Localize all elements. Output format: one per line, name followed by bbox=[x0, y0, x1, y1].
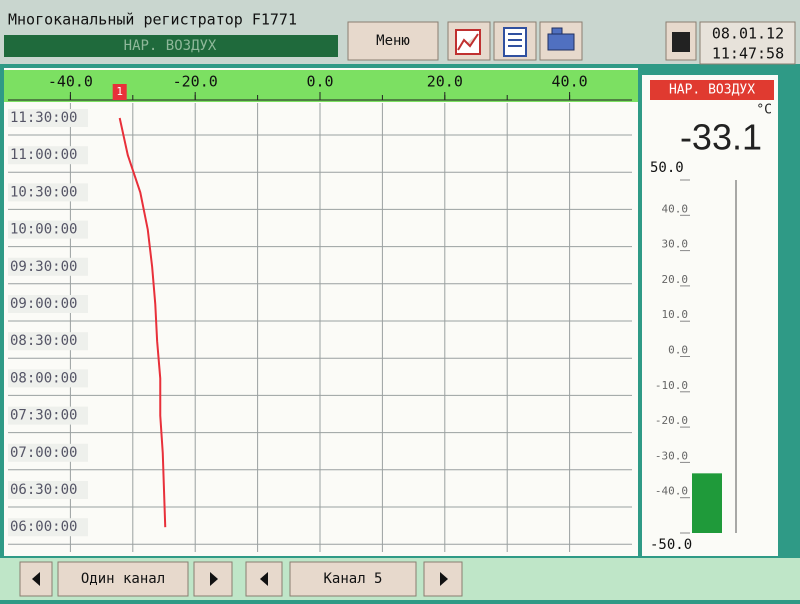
log-icon bbox=[503, 27, 527, 57]
save-icon bbox=[672, 32, 690, 52]
current-value: -33.1 bbox=[680, 117, 762, 158]
arrow-left bbox=[260, 572, 268, 586]
y-tick-label: -50.0 bbox=[650, 537, 692, 553]
y-tick-label: -10.0 bbox=[655, 379, 688, 392]
y-label-bg bbox=[8, 369, 88, 388]
y-label-bg bbox=[8, 481, 88, 499]
y-tick-label: 30.0 bbox=[662, 238, 689, 251]
channel-name: НАР. ВОЗДУХ bbox=[124, 38, 217, 54]
device-icon bbox=[547, 27, 575, 51]
y-tick-label: 06:30:00 bbox=[10, 482, 77, 498]
app-title: Многоканальный регистратор F1771 bbox=[8, 11, 297, 29]
trend-scale-bar bbox=[4, 70, 638, 102]
y-label-bg bbox=[8, 443, 88, 462]
channel-marker bbox=[112, 84, 127, 100]
arrow-left bbox=[32, 572, 40, 586]
date: 08.01.12 bbox=[712, 25, 784, 43]
y-label-bg bbox=[8, 183, 88, 202]
x-tick-label: 0.0 bbox=[306, 73, 333, 91]
y-tick-label: 07:30:00 bbox=[10, 408, 77, 424]
y-label-bg bbox=[8, 220, 88, 239]
menu-button[interactable] bbox=[347, 21, 439, 61]
y-tick-label: 09:00:00 bbox=[10, 296, 77, 312]
gauge-title: НАР. ВОЗДУХ bbox=[669, 83, 755, 98]
y-label-bg bbox=[8, 518, 88, 537]
channel-label: Канал 5 bbox=[323, 571, 382, 587]
y-tick-label: -40.0 bbox=[655, 485, 688, 498]
trend-line bbox=[118, 117, 167, 528]
y-tick-label: 10:00:00 bbox=[10, 222, 77, 238]
x-tick-label: 40.0 bbox=[552, 73, 588, 91]
arrow-right bbox=[210, 572, 218, 586]
y-tick-label: 10.0 bbox=[662, 308, 689, 321]
channel-button[interactable] bbox=[289, 561, 417, 597]
mode-label: Один канал bbox=[81, 571, 165, 587]
arrow-right bbox=[440, 572, 448, 586]
y-label-bg bbox=[8, 406, 88, 425]
y-label-bg bbox=[8, 332, 88, 351]
datetime-box bbox=[699, 21, 796, 65]
y-tick-label: 09:30:00 bbox=[10, 259, 77, 275]
y-tick-label: 50.0 bbox=[650, 160, 684, 176]
unit: °C bbox=[756, 103, 772, 118]
y-tick-label: 11:00:00 bbox=[10, 147, 77, 163]
y-tick-label: 07:00:00 bbox=[10, 445, 77, 461]
y-tick-label: 08:30:00 bbox=[10, 333, 77, 349]
y-tick-label: 06:00:00 bbox=[10, 519, 77, 535]
x-tick-label: -40.0 bbox=[48, 73, 93, 91]
y-label-bg bbox=[8, 109, 88, 127]
y-label-bg bbox=[8, 295, 88, 313]
menu-label: Меню bbox=[376, 33, 410, 49]
gauge-title-bg bbox=[650, 80, 774, 100]
mode-button[interactable] bbox=[57, 561, 189, 597]
y-tick-label: 40.0 bbox=[662, 202, 689, 215]
y-label-bg bbox=[8, 146, 88, 165]
trend-icon bbox=[455, 29, 481, 55]
y-tick-label: 11:30:00 bbox=[10, 110, 77, 126]
y-tick-label: 20.0 bbox=[662, 273, 689, 286]
y-tick-label: 10:30:00 bbox=[10, 184, 77, 200]
y-tick-label: -30.0 bbox=[655, 449, 688, 462]
x-tick-label: -20.0 bbox=[173, 73, 218, 91]
y-tick-label: 0.0 bbox=[668, 344, 688, 357]
channel-marker-label: 1 bbox=[116, 85, 123, 98]
y-tick-label: -20.0 bbox=[655, 414, 688, 427]
y-label-bg bbox=[8, 257, 88, 276]
time: 11:47:58 bbox=[712, 45, 784, 63]
x-tick-label: 20.0 bbox=[427, 73, 463, 91]
gauge-bar bbox=[692, 473, 722, 533]
channel-bar bbox=[4, 35, 338, 57]
trend-panel bbox=[4, 68, 638, 556]
y-tick-label: 08:00:00 bbox=[10, 370, 77, 386]
